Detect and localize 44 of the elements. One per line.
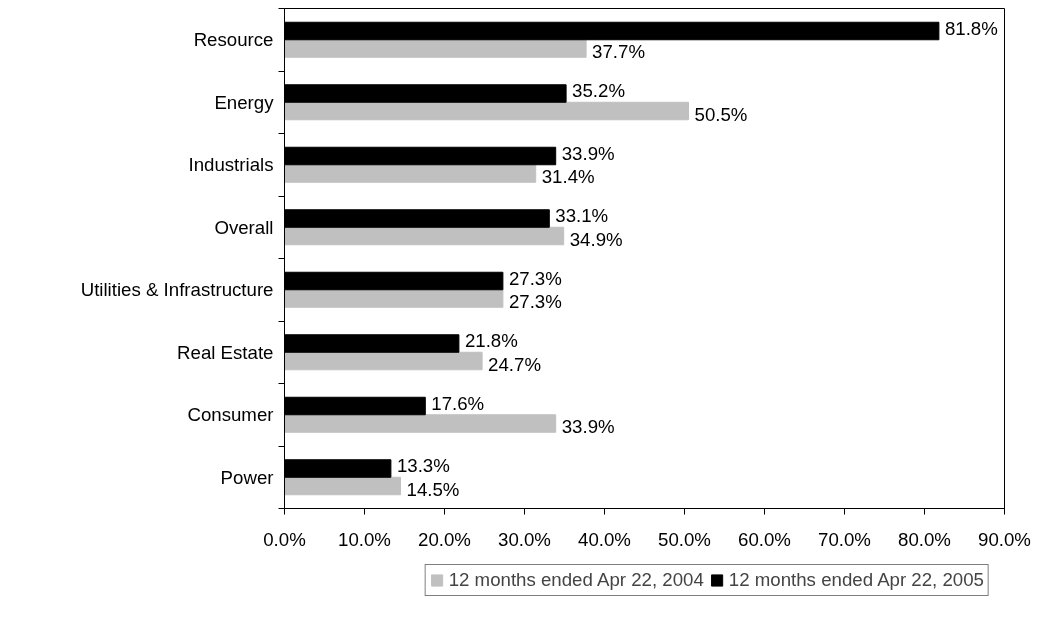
- y-tick-label: Resource: [193, 29, 274, 51]
- bar: [284, 476, 401, 496]
- bar: [284, 39, 587, 58]
- x-tick-label: 40.0%: [578, 528, 631, 550]
- x-tick-label: 20.0%: [418, 528, 471, 550]
- data-label: 14.5%: [406, 478, 460, 500]
- y-tick-label: Real Estate: [177, 341, 274, 363]
- data-label: 50.5%: [694, 103, 748, 125]
- data-label: 24.7%: [488, 353, 542, 375]
- data-label: 31.4%: [541, 166, 595, 187]
- x-tick-label: 50.0%: [658, 528, 711, 550]
- x-tick-label: 10.0%: [338, 528, 391, 550]
- y-tick-label: Power: [220, 466, 274, 488]
- data-label: 81.8%: [944, 17, 998, 39]
- data-label: 34.9%: [569, 228, 623, 250]
- x-tick-label: 60.0%: [738, 528, 791, 550]
- y-tick-label: Utilities & Infrastructure: [80, 279, 274, 301]
- data-label: 27.3%: [508, 267, 562, 289]
- y-tick-label: Overall: [214, 216, 274, 238]
- data-label: 33.9%: [561, 416, 615, 437]
- y-tick-label: Consumer: [187, 404, 274, 426]
- legend-label: 12 months ended Apr 22, 2005: [728, 569, 984, 591]
- data-label: 21.8%: [464, 330, 518, 351]
- x-tick-label: 0.0%: [263, 528, 306, 550]
- bar: [284, 289, 504, 308]
- x-tick-label: 80.0%: [898, 528, 951, 550]
- data-label: 33.1%: [555, 205, 609, 226]
- data-label: 17.6%: [431, 392, 485, 414]
- x-tick-label: 90.0%: [978, 528, 1031, 550]
- data-label: 37.7%: [592, 41, 646, 62]
- bar: [284, 226, 565, 246]
- x-tick-label: 70.0%: [818, 528, 871, 550]
- data-label: 33.9%: [561, 142, 615, 164]
- legend-label: 12 months ended Apr 22, 2004: [448, 569, 704, 591]
- data-label: 13.3%: [396, 455, 450, 476]
- data-label: 35.2%: [572, 80, 626, 101]
- bar: [284, 101, 689, 121]
- x-tick-label: 30.0%: [498, 528, 551, 550]
- data-label: 27.3%: [508, 291, 562, 312]
- y-tick-label: Energy: [214, 91, 275, 113]
- y-tick-label: Industrials: [188, 154, 274, 176]
- bar: [284, 164, 537, 183]
- bar: [284, 351, 483, 371]
- bar: [284, 414, 557, 433]
